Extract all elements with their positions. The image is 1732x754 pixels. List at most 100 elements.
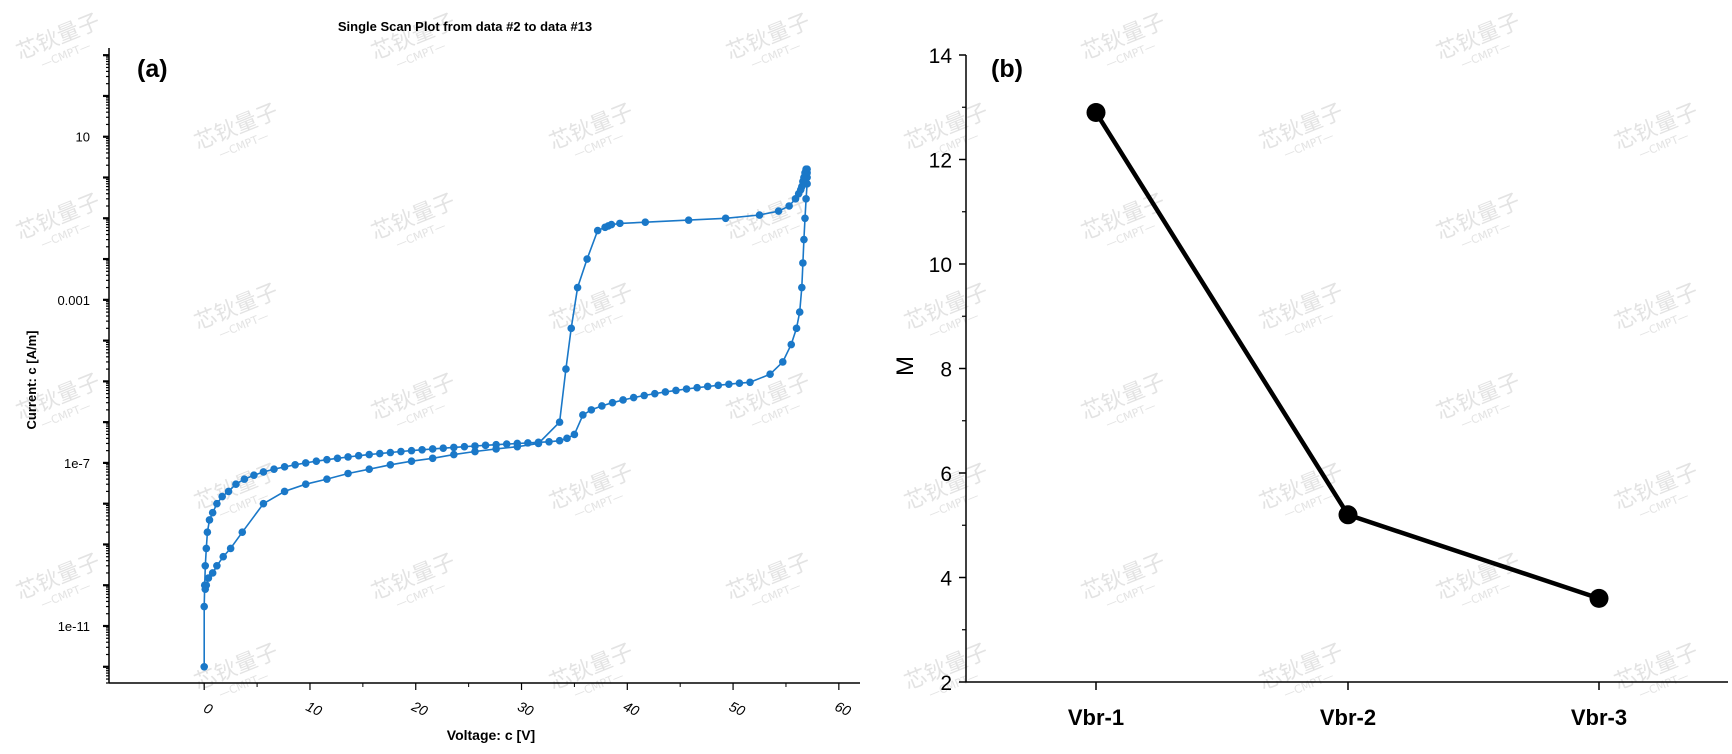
watermark: 芯钬量子—CMPT—: [723, 369, 814, 430]
data-point: [703, 382, 712, 391]
x-tick-label: 30: [515, 698, 536, 719]
data-point: [344, 469, 352, 478]
y-tick-label: 6: [940, 463, 952, 486]
watermark: 芯钬量子—CMPT—: [901, 279, 992, 340]
data-point: [562, 365, 570, 373]
data-point: [799, 259, 807, 267]
data-point: [208, 569, 217, 577]
series-line: [203, 168, 808, 667]
data-point: [555, 418, 564, 426]
data-point: [418, 445, 426, 454]
data-point: [238, 528, 247, 536]
data-point: [280, 463, 289, 471]
panel-b-label: (b): [991, 55, 1023, 83]
x-tick-label: 20: [409, 698, 431, 720]
x-tick-label: 0: [201, 700, 215, 718]
panel-a-y-axis-label: Current: c [A/m]: [24, 331, 39, 430]
data-point: [301, 459, 310, 467]
watermark: 芯钬量子—CMPT—: [1611, 639, 1702, 700]
watermark: 芯钬量子—CMPT—: [1433, 369, 1524, 430]
data-point: [492, 445, 500, 453]
y-tick-label: 14: [929, 45, 953, 68]
watermark: 芯钬量子—CMPT—: [1256, 99, 1347, 160]
data-point: [725, 380, 733, 389]
data-point: [567, 324, 576, 333]
x-tick-label: Vbr-2: [1320, 705, 1376, 730]
watermark: 芯钬量子—CMPT—: [1078, 189, 1169, 250]
data-point: [203, 528, 212, 536]
x-tick-label: 10: [304, 698, 325, 719]
data-point: [661, 388, 670, 396]
data-point: [386, 448, 395, 457]
data-point: [778, 358, 787, 366]
y-tick-label: 1e-7: [64, 456, 90, 471]
panel-b-ticks: 2 4 6 8 10 12 14 Vbr-1 Vbr-2 Vbr-3: [929, 45, 1627, 730]
data-point: [365, 465, 374, 474]
data-point: [545, 437, 553, 446]
data-point: [587, 406, 596, 414]
watermark: 芯钬量子—CMPT—: [1433, 9, 1524, 70]
data-point: [721, 214, 730, 223]
data-point: [563, 434, 571, 443]
data-point: [218, 492, 226, 501]
data-point: [502, 440, 511, 448]
data-point: [629, 393, 638, 402]
watermark: 芯钬量子—CMPT—: [1078, 549, 1169, 610]
data-point: [375, 449, 384, 458]
data-point: [365, 450, 374, 459]
data-point: [746, 378, 754, 387]
data-point: [524, 439, 532, 447]
watermark: 芯钬量子—CMPT—: [368, 369, 459, 430]
data-point: [650, 389, 659, 398]
data-point: [1086, 102, 1106, 122]
panel-b-data: [1086, 102, 1609, 608]
data-point: [333, 454, 342, 463]
data-point: [232, 480, 240, 489]
watermark: 芯钬量子—CMPT—: [368, 189, 459, 250]
panel-a-chart: Single Scan Plot from data #2 to data #1…: [24, 19, 860, 743]
data-point: [785, 202, 793, 210]
data-point: [798, 283, 806, 292]
watermark: 芯钬量子—CMPT—: [191, 639, 282, 700]
panel-a-label: (a): [137, 55, 168, 83]
data-point: [270, 465, 278, 474]
data-point: [397, 447, 405, 456]
data-point: [439, 444, 448, 452]
data-point: [450, 450, 458, 459]
watermark: 芯钬量子—CMPT—: [1256, 459, 1347, 520]
data-point: [200, 662, 208, 671]
data-point: [534, 439, 543, 448]
panel-a-data: [200, 165, 811, 671]
watermark: 芯钬量子—CMPT—: [1611, 99, 1702, 160]
data-point: [1589, 588, 1609, 608]
data-point: [240, 475, 249, 483]
data-point: [200, 602, 208, 611]
data-point: [202, 544, 211, 553]
watermark: 芯钬量子—CMPT—: [723, 9, 814, 70]
y-tick-label: 2: [940, 672, 952, 695]
data-point: [386, 460, 395, 469]
watermark: 芯钬量子—CMPT—: [191, 279, 282, 340]
y-tick-label: 1e-11: [58, 619, 90, 634]
y-tick-label: 0.001: [57, 293, 90, 308]
watermark: 芯钬量子—CMPT—: [1433, 189, 1524, 250]
panel-a-x-axis-label: Voltage: c [V]: [447, 727, 535, 743]
y-tick-label: 10: [929, 254, 952, 277]
data-point: [204, 574, 213, 582]
data-point: [787, 340, 796, 349]
series-line: [1094, 111, 1600, 601]
data-point: [471, 447, 479, 456]
data-point: [593, 226, 602, 235]
x-tick-label: 40: [621, 698, 642, 719]
data-point: [208, 508, 217, 517]
data-point: [213, 499, 221, 508]
data-point: [205, 516, 214, 524]
watermark: 芯钬量子—CMPT—: [191, 99, 282, 160]
data-point: [481, 441, 490, 450]
data-point: [640, 391, 649, 400]
data-point: [471, 442, 479, 450]
data-point: [641, 218, 650, 227]
watermark: 芯钬量子—CMPT—: [723, 549, 814, 610]
data-point: [323, 455, 331, 464]
watermark: 芯钬量子—CMPT—: [13, 549, 104, 610]
